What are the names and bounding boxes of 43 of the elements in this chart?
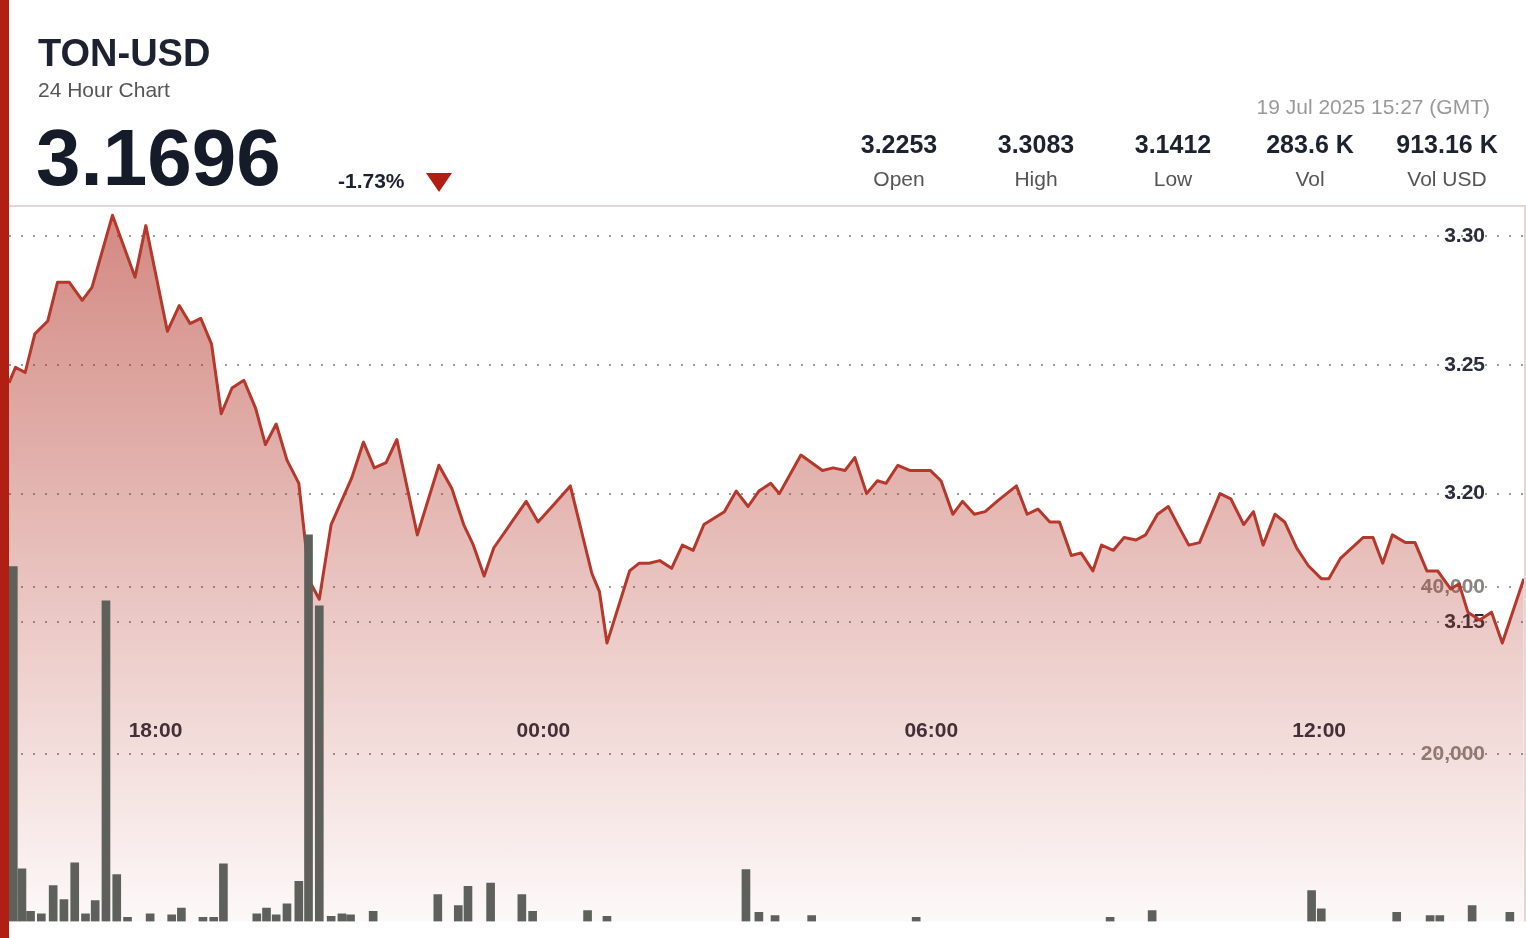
bar (70, 862, 80, 922)
bar (123, 916, 132, 922)
bar (101, 600, 111, 922)
bar (807, 915, 816, 922)
text: Vol (1294, 167, 1326, 191)
text: 283.6 K (1265, 130, 1355, 159)
y2-tick-label: 20,000 (1420, 741, 1486, 765)
bar (911, 916, 921, 922)
y-tick-label: 3.30 (1444, 222, 1486, 246)
bar (48, 885, 58, 922)
x-tick-label: 00:00 (516, 717, 571, 741)
x-tick-label: 18:00 (128, 717, 183, 741)
bar (314, 605, 324, 922)
text: 3.3083 (996, 130, 1076, 159)
text: 3.1412 (1133, 130, 1213, 159)
bar (741, 869, 751, 922)
text: 3.1696 (36, 112, 281, 204)
chart-title: TON-USD (38, 32, 211, 75)
text: -1.73% (338, 169, 405, 193)
bar (112, 874, 122, 922)
chart-subtitle: 24 Hour Chart (38, 78, 170, 102)
bar (583, 910, 592, 922)
bar (1392, 911, 1402, 922)
bar (486, 882, 495, 922)
bar (1467, 905, 1477, 922)
x-tick-label: 06:00 (904, 717, 959, 741)
y-tick-label: 3.20 (1444, 480, 1486, 504)
text: 3.2253 (859, 130, 939, 159)
x-tick-label: 12:00 (1292, 717, 1346, 741)
text: Open (872, 167, 926, 191)
text: 19 Jul 2025 15:27 (GMT) (1256, 95, 1490, 119)
bar (59, 899, 69, 922)
text: Vol USD (1406, 167, 1488, 191)
text: High (1013, 167, 1059, 191)
text: 913.16 K (1395, 130, 1499, 159)
bar (1147, 910, 1157, 922)
bar (433, 894, 443, 922)
bar (528, 911, 537, 922)
bar (36, 913, 46, 922)
bar (517, 894, 527, 922)
y-tick-label: 3.25 (1444, 351, 1486, 375)
text: Low (1152, 167, 1194, 191)
bar (770, 915, 780, 922)
